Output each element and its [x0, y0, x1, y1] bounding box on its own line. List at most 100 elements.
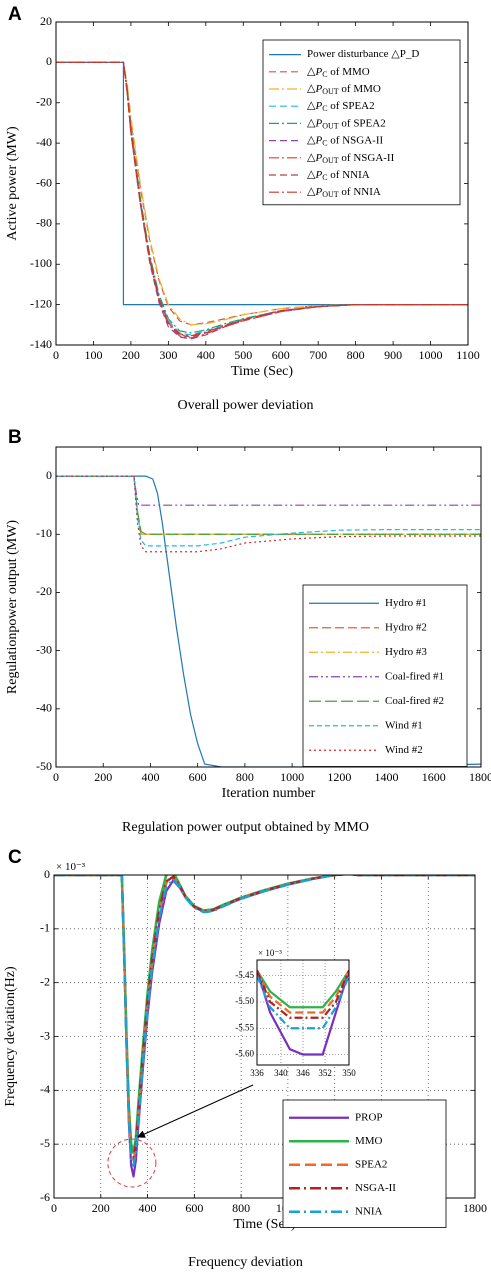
- x-tick-label: 200: [122, 348, 140, 362]
- inset-x-tick-label: 350: [342, 1068, 356, 1078]
- legend-box: [262, 39, 461, 206]
- zoom-circle: [107, 1138, 157, 1188]
- y-tick-label: -80: [36, 216, 52, 230]
- series-line-hydro-3: [56, 475, 481, 535]
- x-tick-label: 100: [84, 348, 102, 362]
- x-tick-label: 0: [53, 770, 59, 784]
- y-tick-label: -20: [36, 584, 52, 598]
- x-tick-label: 1400: [375, 770, 399, 784]
- x-tick-label: 0: [51, 1201, 57, 1215]
- ticks: 0 100 200 300 400 500 600 700 800 900 1000 1100200-…: [30, 14, 480, 362]
- x-tick-label: 1800: [469, 770, 491, 784]
- inset-x-tick-label: 346: [296, 1068, 310, 1078]
- x-tick-label: 500: [234, 348, 252, 362]
- x-tick-label: 900: [384, 348, 402, 362]
- x-axis-label: Time (Sec): [231, 364, 293, 379]
- y-tick-label: -10: [36, 526, 52, 540]
- inset: 336 340 346 352 350 -5.45 -5.50 -5.55 -5.60 × 10⁻…: [107, 948, 356, 1188]
- series-line-wind-2: [56, 475, 481, 553]
- legend-label-wind-2: Wind #2: [385, 744, 423, 756]
- y-tick-label: -40: [36, 701, 52, 715]
- x-tick-label: 1000: [419, 348, 443, 362]
- plot-frame: [53, 874, 476, 1199]
- legend: PROP MMO SPEA2 NSGA-II NNIA: [282, 1099, 447, 1228]
- y-tick-label: 0: [46, 468, 52, 482]
- y-axis-label: Regulationpower output (MW): [5, 520, 20, 695]
- y-tick-label: -20: [36, 95, 52, 109]
- panel-a: A 0 100 200 300 400 500 600 700 800 900 1000 1100 20…: [0, 0, 491, 425]
- x-tick-label: 600: [185, 1201, 203, 1215]
- series-line-p-c-of-nnia: [56, 61, 468, 338]
- inset-y-scale-label: × 10⁻³: [258, 948, 282, 958]
- inset-series-line-prop: [257, 970, 349, 1056]
- legend-label-p-c-of-nnia: △PC of NNIA: [307, 169, 370, 182]
- y-tick-label: -5: [40, 1136, 50, 1150]
- y-tick-label: -4: [40, 1082, 50, 1096]
- x-tick-label: 600: [189, 770, 207, 784]
- x-tick-label: 1200: [327, 770, 351, 784]
- inset-series-line-nsga-ii: [257, 970, 349, 1019]
- x-tick-label: 800: [347, 348, 365, 362]
- y-axis-label: Frequency deviation(Hz): [3, 966, 18, 1107]
- caption-c: Frequency deviation: [188, 1255, 303, 1270]
- legend-label-hydro-1: Hydro #1: [385, 597, 427, 609]
- legend-label-p-c-of-spea2: △PC of SPEA2: [307, 100, 375, 113]
- y-tick-label: -120: [30, 296, 52, 310]
- inset-y-tick-label: -5.50: [235, 996, 254, 1006]
- legend-box: [302, 584, 468, 767]
- legend-label-coal-fired-2: Coal-fired #2: [385, 695, 444, 707]
- inset-series-line-spea2: [257, 970, 349, 1014]
- x-tick-label: 800: [236, 770, 254, 784]
- x-tick-label: 1600: [422, 770, 446, 784]
- y-tick-label: -3: [40, 1028, 50, 1042]
- x-tick-label: 1800: [463, 1201, 487, 1215]
- inset-series-group: [257, 969, 349, 1056]
- series-group: [54, 875, 475, 1178]
- caption-b: Regulation power output obtained by MMO: [122, 820, 369, 835]
- legend-label-hydro-2: Hydro #2: [385, 621, 427, 633]
- y-tick-label: -2: [40, 974, 50, 988]
- inset-x-tick-label: 336: [250, 1068, 264, 1078]
- x-tick-label: 400: [141, 770, 159, 784]
- inset-series-line-nnia: [257, 975, 349, 1030]
- x-tick-label: 200: [92, 1201, 110, 1215]
- y-tick-label: -40: [36, 135, 52, 149]
- inset-x-tick-label: 352: [318, 1068, 332, 1078]
- y-axis-label: Active power (MW): [5, 126, 20, 241]
- caption-a: Overall power deviation: [177, 398, 314, 413]
- y-tick-label: -1: [40, 921, 50, 935]
- legend-label-wind-1: Wind #1: [385, 719, 423, 731]
- panel-b: B 0 200 400 600 800 1000 1200 1400 1600 1800 0 -10 -…: [0, 425, 491, 845]
- legend-label-p-out-of-nnia: △POUT of NNIA: [307, 186, 381, 199]
- series-line-p-out-of-mmo: [56, 61, 468, 326]
- y-tick-label: -50: [36, 759, 52, 773]
- x-tick-label: 1100: [456, 348, 480, 362]
- legend-label-spea2: SPEA2: [355, 1158, 387, 1170]
- legend-label-hydro-3: Hydro #3: [385, 646, 427, 658]
- legend-label-power-disturbance-p-d: Power disturbance △P_D: [307, 48, 419, 60]
- zoom-arrow: [136, 1084, 254, 1138]
- x-tick-label: 0: [53, 348, 59, 362]
- inset-series-line-mmo: [257, 969, 349, 1009]
- y-tick-label: 0: [46, 54, 52, 68]
- x-tick-label: 400: [197, 348, 215, 362]
- chart-regulation-power-output: 0 200 400 600 800 1000 1200 1400 1600 1800 0 -10 -20…: [5, 446, 491, 801]
- legend: Power disturbance △P_D △PC of MMO △POUT of…: [262, 39, 461, 206]
- series-line-nnia: [54, 875, 475, 1167]
- chart-frequency-deviation: 0200400600800100012001400160018000-1-2-3…: [3, 861, 487, 1232]
- x-tick-label: 200: [94, 770, 112, 784]
- x-tick-label: 800: [232, 1201, 250, 1215]
- y-tick-label: 0: [44, 867, 50, 881]
- inset-y-tick-label: -5.60: [235, 1049, 254, 1059]
- y-tick-label: -30: [36, 642, 52, 656]
- y-tick-label: -100: [30, 256, 52, 270]
- legend-label-nsga-ii: NSGA-II: [355, 1182, 396, 1194]
- legend-label-p-out-of-spea2: △POUT of SPEA2: [307, 117, 386, 130]
- x-tick-label: 600: [272, 348, 290, 362]
- inset-x-tick-label: 340: [274, 1068, 288, 1078]
- ticks: 0 200 400 600 800 1000 1200 1400 1600 1800 0 -10 -20…: [36, 447, 491, 784]
- inset-frame: [256, 959, 350, 1066]
- y-tick-label: -6: [40, 1190, 50, 1204]
- y-tick-label: 20: [40, 14, 52, 28]
- x-tick-label: 400: [139, 1201, 157, 1215]
